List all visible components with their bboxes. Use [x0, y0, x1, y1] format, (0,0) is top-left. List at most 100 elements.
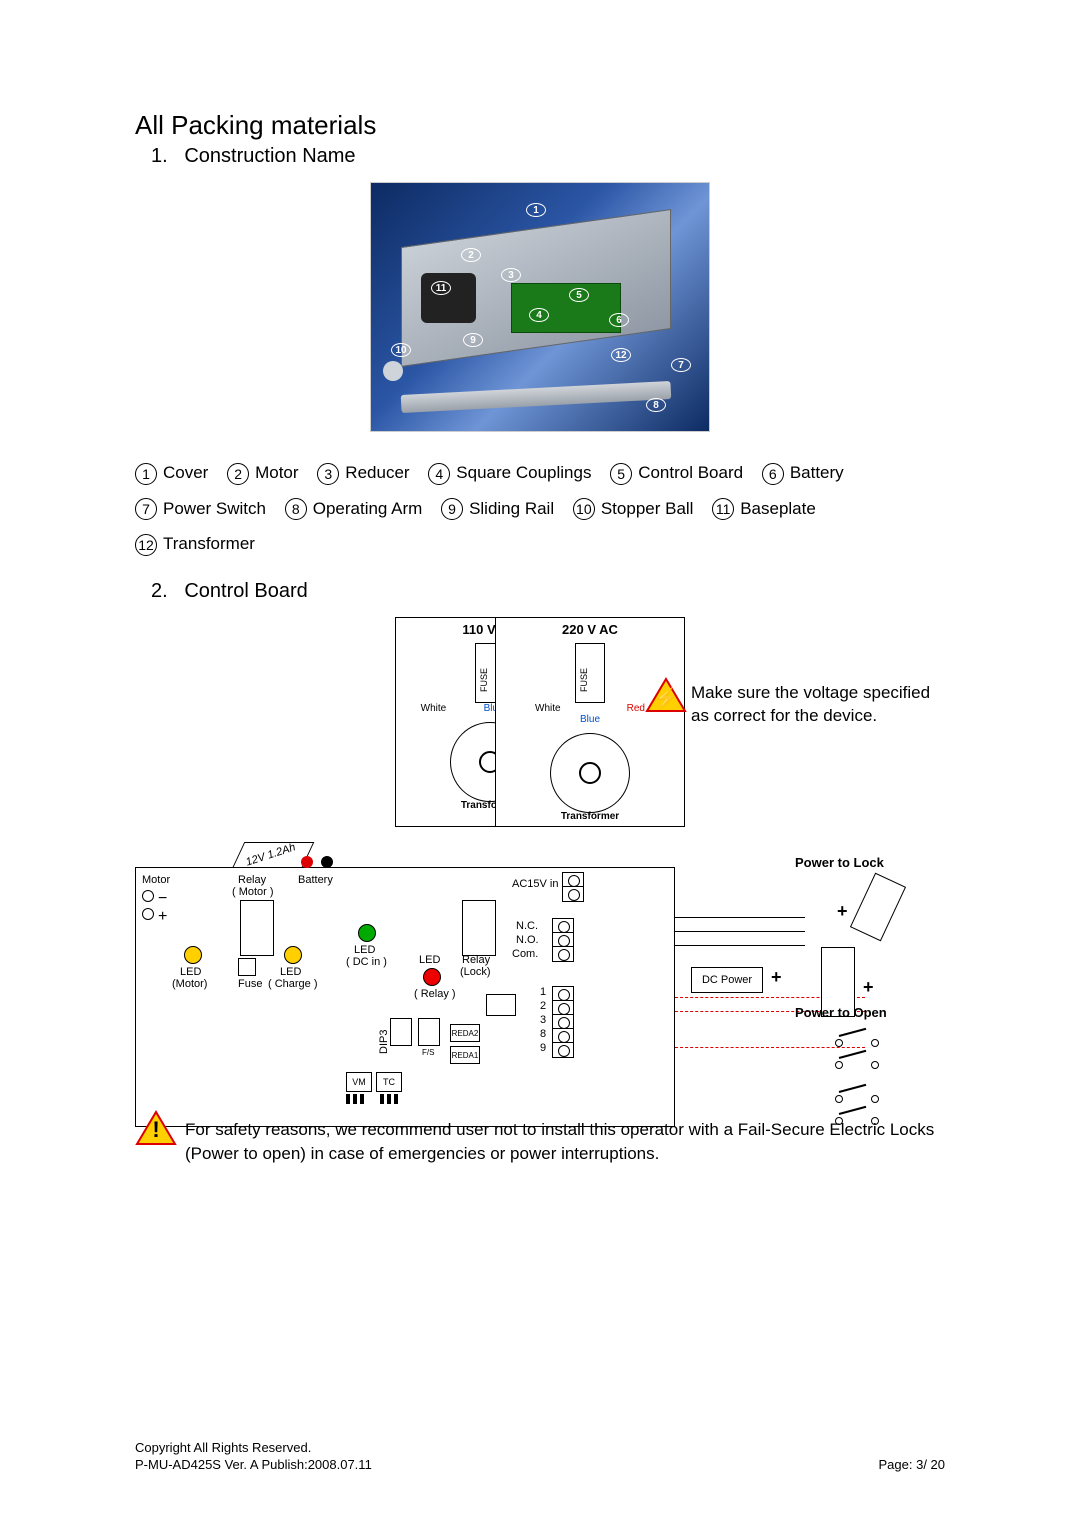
bat-dot-red — [301, 856, 313, 868]
photo-pcb — [511, 283, 621, 333]
transformer-panel-220v: 220 V AC White Red Blue Transformer — [495, 617, 685, 827]
ac15v-terminals — [562, 872, 584, 902]
legend-label-4: Square Couplings — [456, 463, 591, 482]
switch-2 — [835, 1055, 879, 1069]
legend-num-12: 12 — [135, 534, 157, 556]
nc-label: N.C. — [516, 920, 538, 932]
jumper-block — [486, 994, 516, 1016]
t9: 9 — [540, 1042, 546, 1054]
legend-label-10: Stopper Ball — [601, 499, 694, 518]
reda2-chip: REDA2 — [450, 1024, 480, 1042]
bat-dot-black — [321, 856, 333, 868]
tc-box: TC — [376, 1072, 402, 1092]
relay-motor-label: Relay — [238, 874, 266, 886]
vm-box: VM — [346, 1072, 372, 1092]
fuse-label: Fuse — [238, 978, 262, 990]
safety-warning-icon: ! — [135, 1110, 177, 1146]
io-terminals — [552, 986, 574, 1058]
plus-sign: + — [158, 908, 167, 926]
legend-label-2: Motor — [255, 463, 298, 482]
wire-open3 — [675, 1047, 865, 1048]
wire-white-220: White — [535, 703, 561, 714]
photo-badge-10: 10 — [391, 343, 411, 357]
relay-lock-sub: (Lock) — [460, 966, 491, 978]
led-charge — [284, 946, 302, 964]
legend-label-7: Power Switch — [163, 499, 266, 518]
legend-num-7: 7 — [135, 498, 157, 520]
fs-block — [418, 1018, 440, 1046]
transformer-220 — [550, 733, 630, 813]
parts-legend: 1Cover 2Motor 3Reducer 4Square Couplings… — [135, 455, 945, 562]
dc-power-box: DC Power — [691, 967, 763, 993]
led-motor-label: LED — [180, 966, 201, 978]
photo-badge-4: 4 — [529, 308, 549, 322]
legend-num-10: 10 — [573, 498, 595, 520]
led-motor — [184, 946, 202, 964]
dc-plus: + — [771, 967, 782, 988]
wire-blue-220: Blue — [496, 714, 684, 725]
power-to-open-label: Power to Open — [795, 1005, 887, 1020]
battery-label2: Battery — [298, 874, 333, 886]
led-relay — [423, 968, 441, 986]
control-board-box: Motor − + Relay ( Motor ) Battery LED (M… — [135, 867, 675, 1127]
legend-num-11: 11 — [712, 498, 734, 520]
legend-label-5: Control Board — [638, 463, 743, 482]
tc-pins — [380, 1094, 398, 1104]
photo-badge-3: 3 — [501, 268, 521, 282]
fuse-box — [238, 958, 256, 976]
lock-terminals — [552, 918, 574, 962]
svg-text:⚡: ⚡ — [654, 686, 679, 710]
photo-badge-6: 6 — [609, 313, 629, 327]
led-dcin — [358, 924, 376, 942]
t2: 2 — [540, 1000, 546, 1012]
construction-photo: 123456789101112 — [370, 182, 710, 432]
minus-sign: − — [158, 890, 167, 908]
section-2-num: 2. — [151, 580, 168, 602]
photo-arm — [401, 381, 672, 413]
page-footer: Copyright All Rights Reserved. P-MU-AD42… — [135, 1440, 945, 1472]
legend-num-2: 2 — [227, 463, 249, 485]
legend-num-4: 4 — [428, 463, 450, 485]
photo-badge-9: 9 — [463, 333, 483, 347]
voltage-warning-text: Make sure the voltage specified as corre… — [691, 682, 941, 728]
section-2-heading: 2. Control Board — [151, 580, 945, 603]
photo-badge-2: 2 — [461, 248, 481, 262]
photo-badge-11: 11 — [431, 281, 451, 295]
photo-badge-7: 7 — [671, 358, 691, 372]
wire-dc1 — [675, 917, 805, 918]
legend-num-5: 5 — [610, 463, 632, 485]
legend-label-12: Transformer — [163, 534, 255, 553]
switch-3 — [835, 1089, 879, 1103]
fuse-220 — [575, 643, 605, 703]
dip3-label: DIP3 — [378, 1030, 390, 1054]
no-label: N.O. — [516, 934, 539, 946]
legend-label-1: Cover — [163, 463, 208, 482]
lock-device — [850, 873, 906, 942]
photo-motor — [421, 273, 476, 323]
led-relay-label: LED — [419, 954, 440, 966]
wire-white-110: White — [421, 703, 447, 714]
legend-num-3: 3 — [317, 463, 339, 485]
vm-pins — [346, 1094, 364, 1104]
footer-page: Page: 3/ 20 — [879, 1457, 946, 1472]
section-1-num: 1. — [151, 145, 168, 167]
voltage-220-label: 220 V AC — [496, 618, 684, 641]
svg-text:!: ! — [152, 1117, 159, 1142]
t1: 1 — [540, 986, 546, 998]
strike-plus: + — [863, 977, 874, 998]
led-charge-sub: ( Charge ) — [268, 978, 318, 990]
legend-num-1: 1 — [135, 463, 157, 485]
photo-badge-5: 5 — [569, 288, 589, 302]
legend-num-9: 9 — [441, 498, 463, 520]
lock-plus1: + — [837, 901, 848, 922]
wire-dc3 — [675, 945, 805, 946]
legend-label-11: Baseplate — [740, 499, 816, 518]
section-1-heading: 1. Construction Name — [151, 145, 945, 168]
fs-label: F/S — [422, 1048, 434, 1057]
legend-num-8: 8 — [285, 498, 307, 520]
photo-badge-8: 8 — [646, 398, 666, 412]
footer-version: P-MU-AD425S Ver. A Publish:2008.07.11 — [135, 1457, 945, 1472]
legend-label-6: Battery — [790, 463, 844, 482]
led-dcin-label: LED — [354, 944, 375, 956]
relay-motor-sub: ( Motor ) — [232, 886, 274, 898]
